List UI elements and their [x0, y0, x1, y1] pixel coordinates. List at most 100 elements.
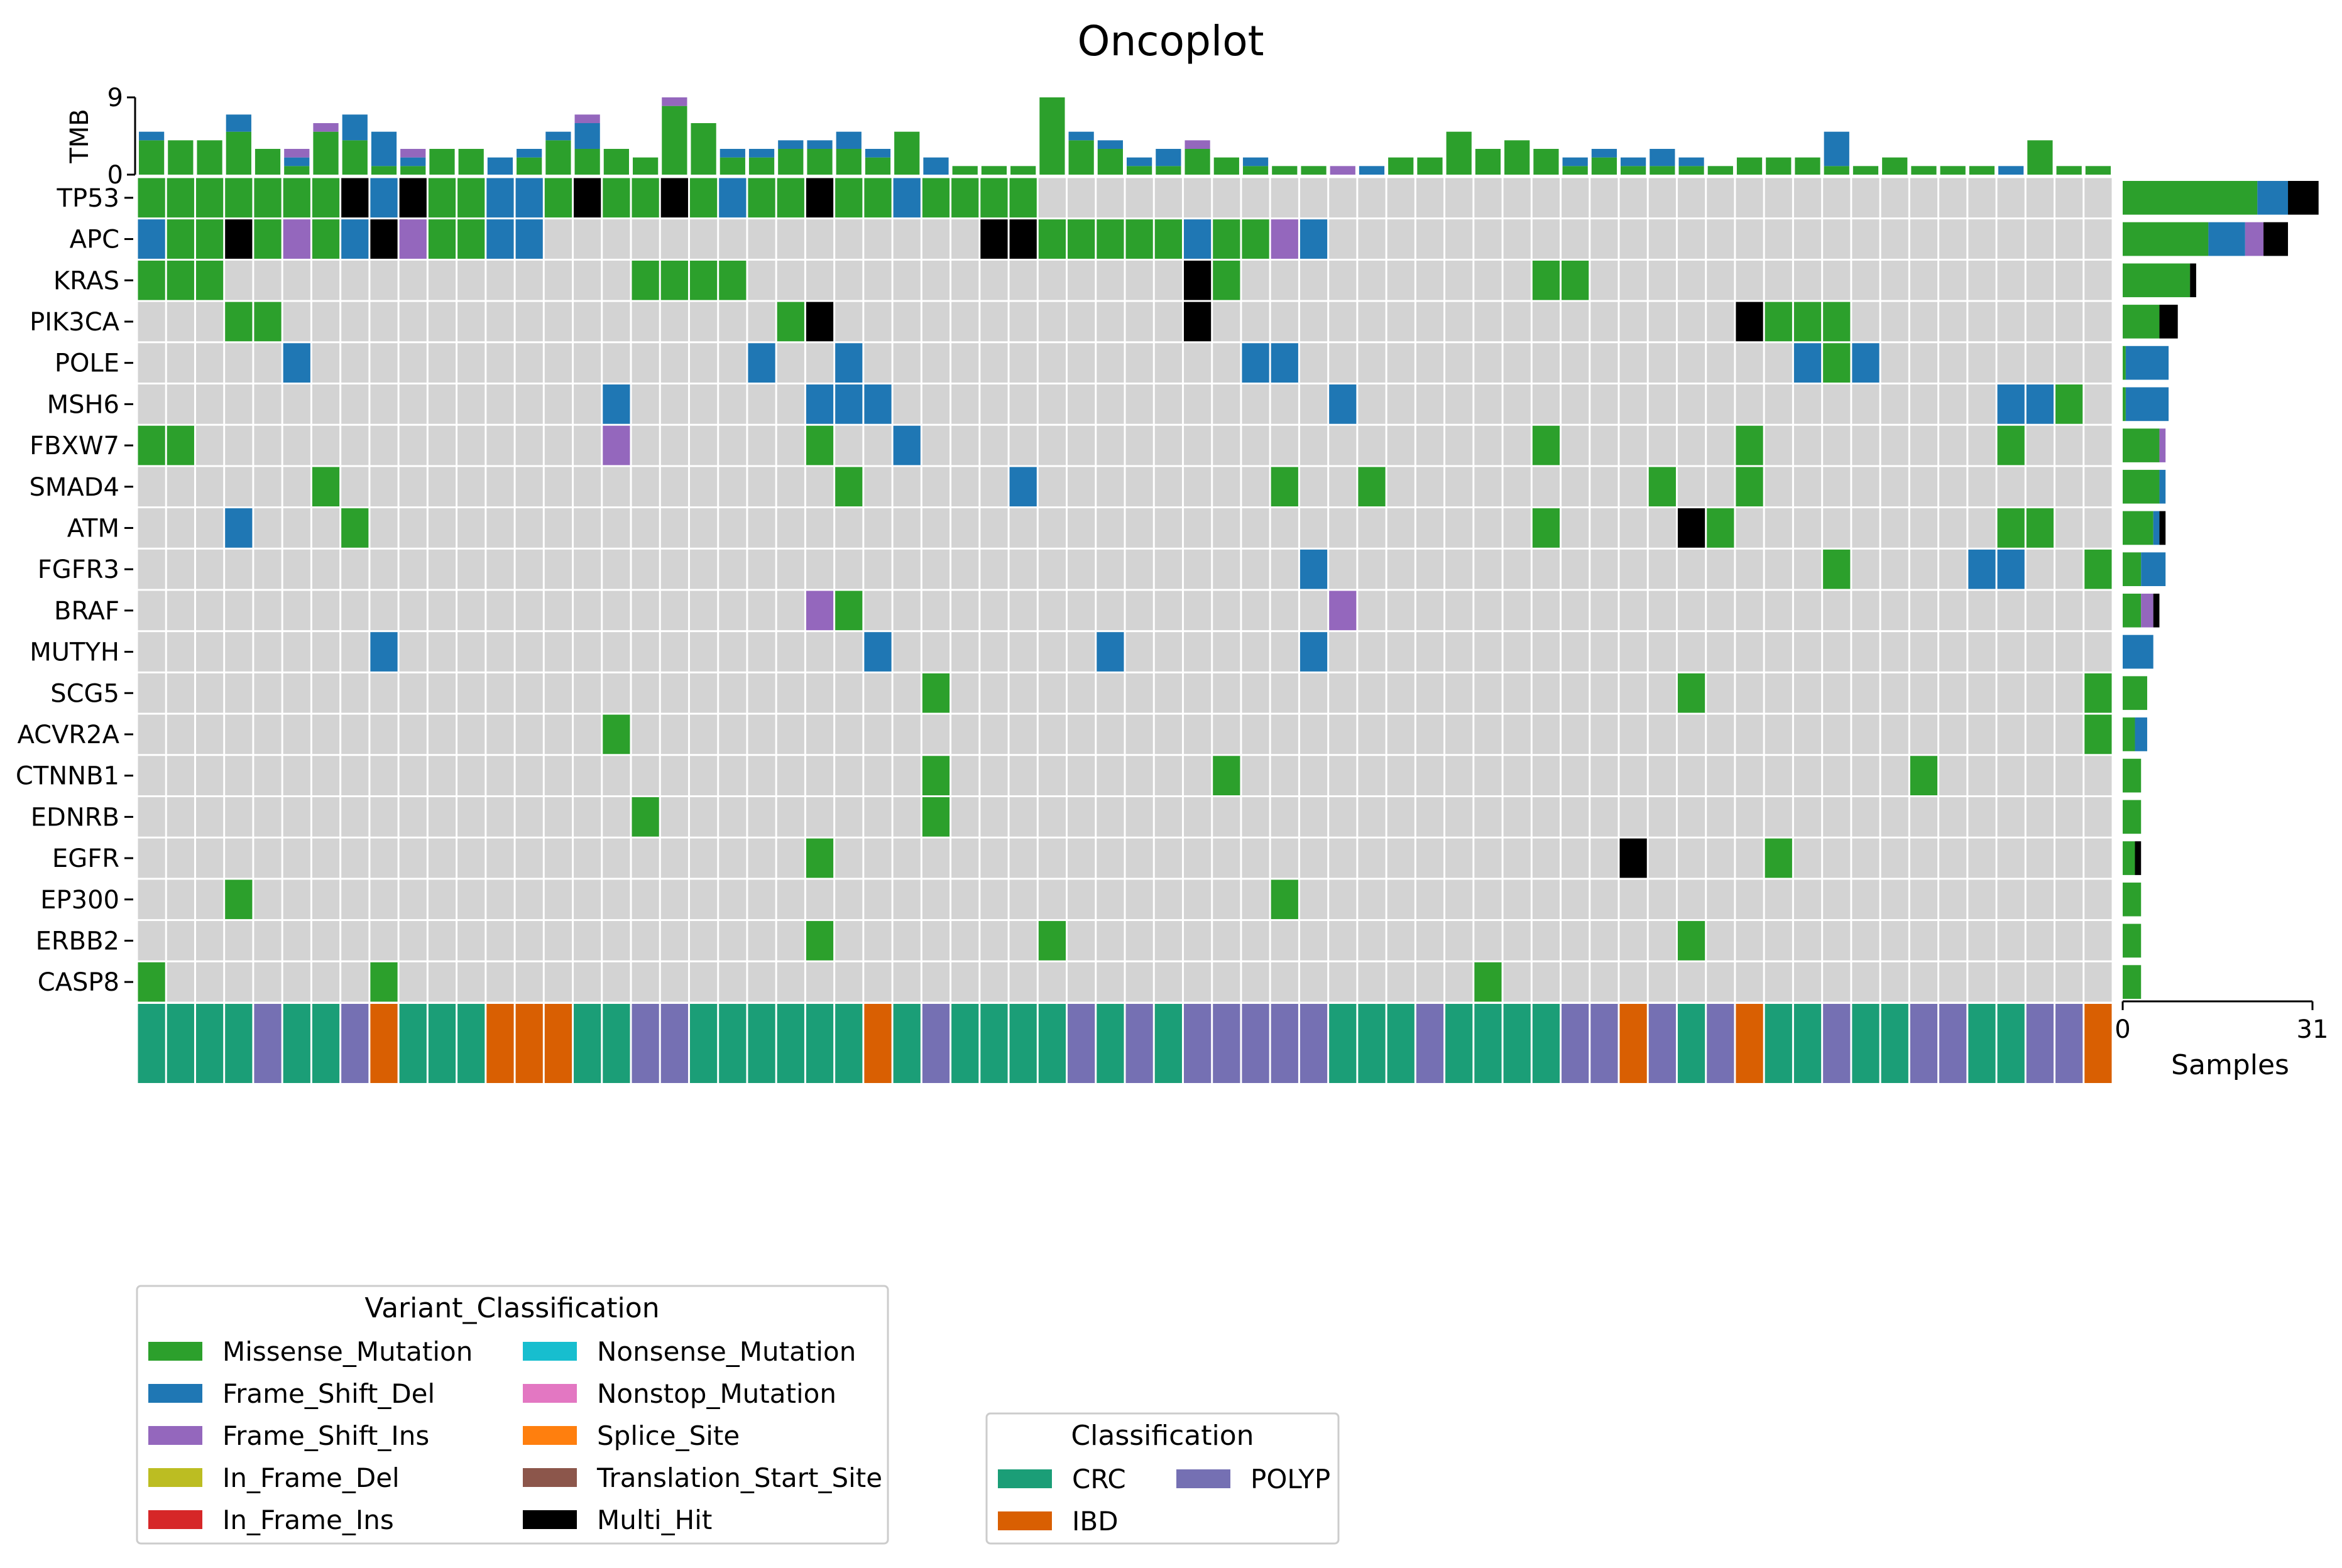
grid-cell [1300, 797, 1328, 837]
grid-cell [1677, 714, 1705, 754]
grid-cell [1445, 508, 1473, 548]
grid-cell [1183, 838, 1212, 878]
grid-cell [399, 467, 427, 507]
grid-cell [1968, 756, 1996, 795]
grid-cell [777, 467, 804, 507]
grid-cell [1910, 879, 1938, 920]
gene-count-segment [2123, 387, 2126, 422]
grid-cell [980, 591, 1008, 631]
classification-cell [1271, 1004, 1298, 1083]
classification-cell [1852, 1004, 1880, 1083]
grid-cell [1445, 467, 1473, 507]
grid-cell [660, 632, 688, 672]
grid-cell [1183, 591, 1212, 631]
grid-cell [603, 838, 630, 878]
grid-cell [283, 467, 310, 507]
grid-cell [1939, 343, 1967, 383]
grid-cell [1068, 838, 1095, 878]
grid-cell [195, 962, 224, 1002]
grid-cell [312, 714, 340, 754]
grid-cell [806, 591, 834, 631]
grid-cell [312, 343, 340, 383]
grid-cell [1038, 797, 1066, 837]
grid-cell [1590, 260, 1618, 300]
tmb-bar-segment [807, 149, 833, 175]
classification-cell [1387, 1004, 1415, 1083]
legend-swatch [148, 1342, 202, 1361]
gene-label: KRAS [53, 266, 119, 295]
grid-cell [1358, 673, 1386, 713]
grid-cell [1648, 673, 1676, 713]
grid-cell [1793, 921, 1822, 961]
grid-cell [457, 591, 485, 631]
classification-cell [1068, 1004, 1095, 1083]
grid-cell [1648, 756, 1676, 795]
grid-cell [1823, 838, 1851, 878]
grid-cell [1503, 260, 1531, 300]
grid-cell [1358, 219, 1386, 259]
classification-cell [1736, 1004, 1763, 1083]
gene-count-segment [2123, 511, 2153, 545]
gene-count-segment [2123, 552, 2142, 586]
grid-cell [1038, 591, 1066, 631]
grid-cell [1793, 549, 1822, 589]
legend-label: Multi_Hit [597, 1505, 712, 1535]
grid-cell [1445, 219, 1473, 259]
grid-cell [1474, 508, 1502, 548]
classification-cell [951, 1004, 979, 1083]
grid-cell [1300, 302, 1328, 342]
grid-cell [1968, 302, 1996, 342]
grid-cell [1823, 632, 1851, 672]
grid-cell [515, 219, 543, 259]
grid-cell [922, 921, 950, 961]
grid-cell [1068, 467, 1095, 507]
grid-cell [1562, 508, 1589, 548]
grid-cell [1648, 425, 1676, 466]
grid-cell [864, 591, 892, 631]
grid-cell [225, 302, 253, 342]
tmb-bar-segment [1678, 166, 1704, 175]
grid-cell [864, 962, 892, 1002]
grid-cell [1038, 549, 1066, 589]
tmb-bar-segment [662, 106, 687, 175]
grid-cell [922, 591, 950, 631]
grid-cell [1387, 549, 1415, 589]
grid-cell [574, 591, 601, 631]
grid-cell [1300, 962, 1328, 1002]
grid-cell [195, 879, 224, 920]
grid-cell [893, 302, 921, 342]
tmb-bar-segment [748, 157, 775, 175]
grid-cell [544, 302, 572, 342]
grid-cell [2026, 467, 2054, 507]
tmb-bar-segment [1127, 157, 1152, 166]
grid-cell [835, 260, 863, 300]
grid-cell [632, 921, 659, 961]
grid-cell [544, 219, 572, 259]
grid-cell [1968, 838, 1996, 878]
grid-cell [574, 797, 601, 837]
tmb-bar-segment [1562, 166, 1588, 175]
grid-cell [1213, 343, 1240, 383]
grid-cell [660, 425, 688, 466]
grid-cell [1648, 632, 1676, 672]
grid-cell [2084, 508, 2112, 548]
grid-cell [748, 425, 775, 466]
grid-cell [1677, 838, 1705, 878]
grid-cell [1416, 962, 1444, 1002]
grid-cell [1736, 879, 1763, 920]
grid-cell [1183, 921, 1212, 961]
gene-label: CASP8 [38, 968, 119, 997]
tmb-bar-segment [545, 131, 571, 141]
grid-cell [1852, 714, 1880, 754]
grid-cell [1271, 591, 1298, 631]
gene-label: CTNNB1 [16, 762, 119, 791]
grid-cell [980, 302, 1008, 342]
gene-count-segment [2263, 222, 2289, 256]
grid-cell [1677, 467, 1705, 507]
grid-cell [1329, 384, 1357, 424]
grid-cell [806, 549, 834, 589]
grid-cell [195, 797, 224, 837]
grid-cell [864, 343, 892, 383]
gene-label: POLE [55, 349, 119, 378]
grid-cell [2026, 425, 2054, 466]
